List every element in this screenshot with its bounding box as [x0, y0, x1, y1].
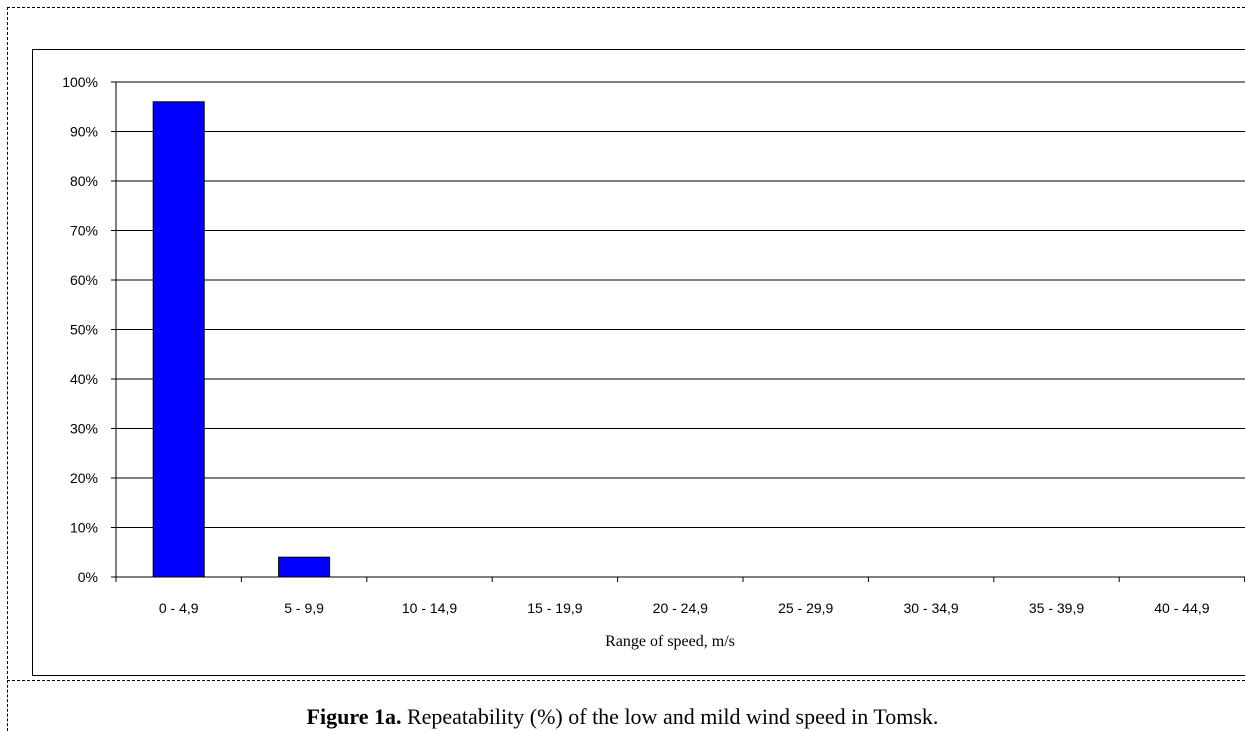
caption-text: Repeatability (%) of the low and mild wi…	[401, 704, 939, 729]
chart-area-border	[32, 49, 1245, 676]
caption-label: Figure 1a.	[306, 704, 402, 729]
y-tick-label: 40%	[70, 371, 98, 387]
y-axis-ticks: 0% 10% 20% 30% 40% 50% 60% 70% 80% 90% 100%	[62, 74, 116, 585]
x-tick-label: 15 - 19,9	[527, 600, 582, 616]
x-tick-label: 40 - 44,9	[1154, 600, 1209, 616]
y-tick-label: 70%	[70, 223, 98, 239]
x-tick-label: 35 - 39,9	[1029, 600, 1084, 616]
y-tick-label: 60%	[70, 272, 98, 288]
x-tick-label: 10 - 14,9	[402, 600, 457, 616]
caption-frame	[7, 680, 1245, 731]
bar	[152, 101, 205, 578]
x-axis-title: Range of speed, m/s	[605, 633, 735, 650]
y-tick-label: 10%	[70, 520, 98, 536]
figure-frame	[7, 7, 1245, 679]
bar	[278, 556, 331, 578]
x-tick-label: 20 - 24,9	[653, 600, 708, 616]
x-tick-label: 5 - 9,9	[284, 600, 324, 616]
y-tick-label: 30%	[70, 421, 98, 437]
x-tick-label: 25 - 29,9	[778, 600, 833, 616]
y-tick-label: 100%	[62, 74, 98, 90]
y-tick-label: 80%	[70, 173, 98, 189]
x-axis-ticks: 0 - 4,9 5 - 9,9 10 - 14,9 15 - 19,9 20 - 24,…	[115, 577, 1245, 616]
y-tick-label: 90%	[70, 124, 98, 140]
y-tick-label: 50%	[70, 322, 98, 338]
x-axis	[115, 82, 1245, 578]
x-tick-label: 30 - 34,9	[903, 600, 958, 616]
bars	[152, 101, 331, 578]
x-tick-label: 0 - 4,9	[159, 600, 199, 616]
figure-caption: Figure 1a. Repeatability (%) of the low …	[0, 704, 1245, 730]
y-tick-label: 20%	[70, 470, 98, 486]
gridlines	[116, 81, 1245, 528]
y-tick-label: 0%	[78, 569, 98, 585]
